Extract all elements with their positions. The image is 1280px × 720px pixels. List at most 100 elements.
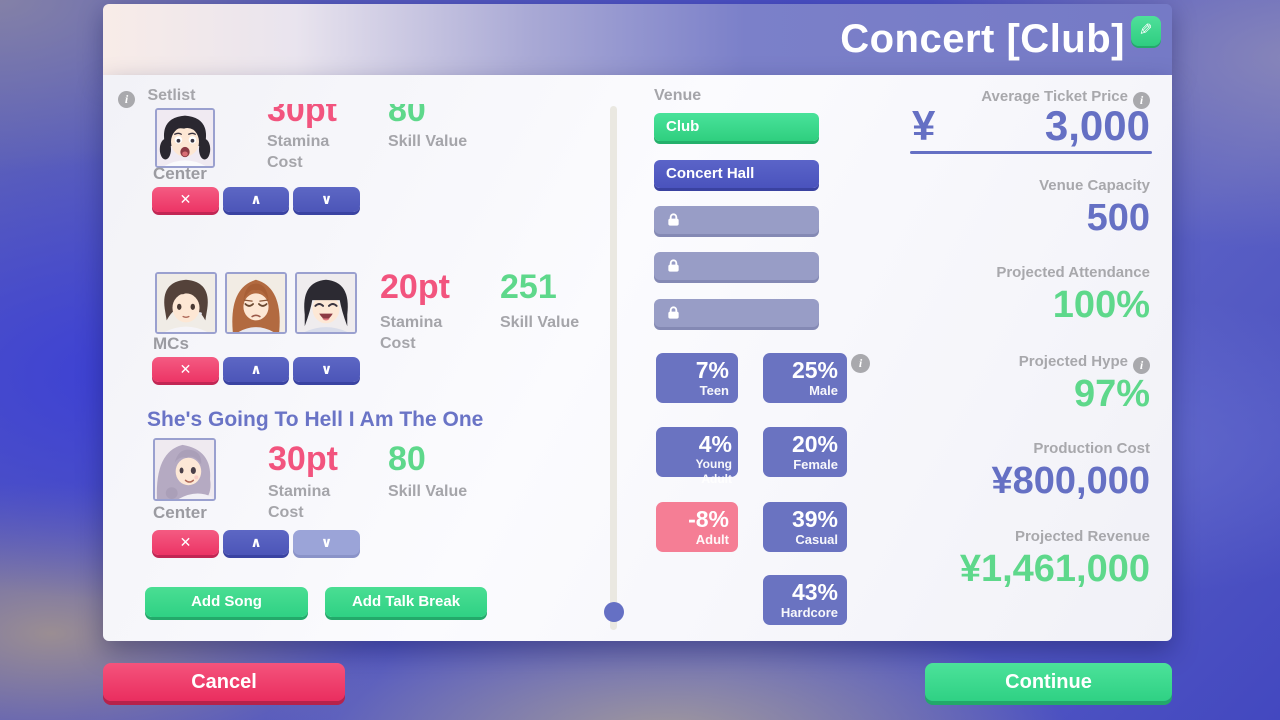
- dialog-header: Concert [Club] ✎: [103, 4, 1172, 75]
- ticket-price-label: Average Ticket Price: [981, 88, 1128, 105]
- dialog-title: Concert [Club]: [840, 17, 1125, 61]
- demographic-label: Casual: [795, 532, 838, 547]
- production-cost-value: ¥800,000: [991, 460, 1151, 502]
- projected-hype-header: Projected Hype i: [1019, 353, 1150, 374]
- stamina-cost-label: Stamina Cost: [268, 483, 331, 521]
- demographic-label: Young Adult: [695, 457, 732, 486]
- skill-value-label: Skill Value: [500, 314, 580, 331]
- demographic-value: 39%: [791, 506, 838, 532]
- edit-title-button[interactable]: ✎: [1131, 16, 1161, 46]
- idol-face-annoyed: [227, 274, 285, 332]
- move-up-button[interactable]: ∧: [223, 357, 289, 382]
- projected-hype-info-icon[interactable]: i: [1133, 357, 1150, 374]
- demographic-label: Adult: [695, 532, 729, 547]
- demographic-value: 4%: [698, 431, 732, 457]
- venue-option-locked[interactable]: [654, 299, 819, 327]
- remove-entry-button[interactable]: ✕: [152, 530, 219, 555]
- demographics-info-icon[interactable]: i: [851, 354, 870, 373]
- remove-entry-button[interactable]: ✕: [152, 187, 219, 212]
- demographic-adult: -8% Adult: [656, 502, 738, 552]
- lock-icon: [668, 259, 679, 272]
- demographic-young-adult: 4% Young Adult: [656, 427, 738, 486]
- remove-entry-button[interactable]: ✕: [152, 357, 219, 382]
- setlist-scrollbar-thumb[interactable]: [604, 602, 624, 622]
- idol-portrait[interactable]: [295, 272, 357, 334]
- stamina-cost-label: Stamina Cost: [380, 314, 443, 352]
- setlist-info-icon[interactable]: i: [118, 91, 135, 108]
- song-title: She's Going To Hell I Am The One: [147, 408, 484, 431]
- move-up-button[interactable]: ∧: [223, 187, 289, 212]
- venue-option-club[interactable]: Club: [654, 113, 819, 141]
- role-label: Center: [153, 503, 207, 522]
- setlist-scroll-area[interactable]: 30pt 80 Stamina Cost Skill Value Center: [103, 104, 600, 640]
- demographic-value: 43%: [791, 579, 838, 605]
- venue-capacity-value: 500: [1086, 197, 1150, 239]
- move-down-button-disabled[interactable]: ∨: [293, 530, 360, 555]
- venue-option-locked[interactable]: [654, 252, 819, 280]
- ticket-price-underline: [910, 151, 1152, 154]
- idol-face-laughing: [297, 274, 355, 332]
- demographic-value: 25%: [791, 357, 838, 383]
- ticket-price-info-icon[interactable]: i: [1133, 92, 1150, 109]
- currency-symbol: ¥: [912, 102, 936, 149]
- stamina-cost-value: 30pt: [267, 104, 337, 129]
- projected-revenue-value: ¥1,461,000: [959, 548, 1150, 590]
- pencil-icon: ✎: [1139, 22, 1153, 39]
- demographic-value: -8%: [688, 506, 729, 532]
- demographic-value: 7%: [695, 357, 729, 383]
- move-down-button[interactable]: ∨: [293, 357, 360, 382]
- venue-option-concert-hall[interactable]: Concert Hall: [654, 160, 819, 188]
- skill-value: 251: [500, 268, 557, 306]
- lock-icon: [668, 306, 679, 319]
- demographic-teen: 7% Teen: [656, 353, 738, 403]
- skill-value-label: Skill Value: [388, 483, 468, 500]
- role-label: MCs: [153, 334, 189, 353]
- role-label: Center: [153, 164, 207, 183]
- venue-capacity-label: Venue Capacity: [1039, 177, 1150, 194]
- projected-hype-value: 97%: [1073, 373, 1150, 415]
- demographic-male: 25% Male: [763, 353, 847, 403]
- add-talk-break-button[interactable]: Add Talk Break: [325, 587, 487, 617]
- ticket-price-value: 3,000: [1044, 102, 1150, 149]
- idol-face-shocked: [157, 110, 213, 166]
- idol-portrait[interactable]: [225, 272, 287, 334]
- demographic-label: Hardcore: [780, 605, 838, 620]
- skill-value: 80: [388, 104, 426, 129]
- stamina-cost-value: 20pt: [380, 268, 450, 306]
- projected-revenue-label: Projected Revenue: [1014, 528, 1150, 545]
- cancel-button[interactable]: Cancel: [103, 663, 345, 701]
- demographic-female: 20% Female: [763, 427, 847, 477]
- demographic-value: 20%: [791, 431, 838, 457]
- idol-face-calm: [157, 274, 215, 332]
- ticket-price-input[interactable]: ¥ 3,000: [912, 102, 1150, 150]
- setlist-label: Setlist: [147, 87, 196, 104]
- setlist-scrollbar-track[interactable]: [610, 106, 617, 630]
- add-song-button[interactable]: Add Song: [145, 587, 308, 617]
- ticket-price-header: Average Ticket Price i: [981, 88, 1150, 109]
- demographic-casual: 39% Casual: [763, 502, 847, 552]
- skill-value-label: Skill Value: [388, 133, 468, 150]
- move-up-button[interactable]: ∧: [223, 530, 289, 555]
- projected-hype-label: Projected Hype: [1018, 353, 1128, 370]
- idol-face-smiling: [155, 440, 214, 499]
- idol-portrait[interactable]: [155, 108, 215, 168]
- production-cost-label: Production Cost: [1033, 440, 1150, 457]
- stamina-cost-label: Stamina Cost: [267, 133, 330, 171]
- stamina-cost-value: 30pt: [268, 440, 338, 478]
- idol-portrait[interactable]: [153, 438, 216, 501]
- idol-portrait[interactable]: [155, 272, 217, 334]
- skill-value: 80: [388, 440, 426, 478]
- venue-option-locked[interactable]: [654, 206, 819, 234]
- demographic-label: Male: [809, 383, 838, 398]
- projected-attendance-value: 100%: [1052, 284, 1150, 326]
- projected-attendance-label: Projected Attendance: [996, 264, 1150, 281]
- demographic-label: Female: [793, 457, 838, 472]
- venue-label: Venue: [654, 87, 702, 104]
- demographic-hardcore: 43% Hardcore: [763, 575, 847, 625]
- setlist-header: i Setlist: [118, 87, 195, 108]
- demographic-label: Teen: [699, 383, 729, 398]
- lock-icon: [668, 213, 679, 226]
- move-down-button[interactable]: ∨: [293, 187, 360, 212]
- continue-button[interactable]: Continue: [925, 663, 1172, 701]
